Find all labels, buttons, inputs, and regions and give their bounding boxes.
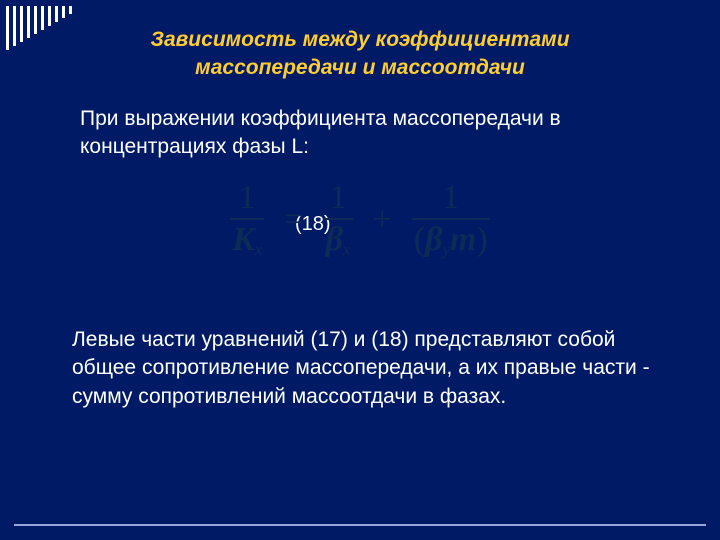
- equation: 1 Kx = 1 βx + 1 (βym): [224, 178, 496, 261]
- eq-lhs: 1 Kx: [224, 178, 270, 261]
- eq-lhs-den-var: K: [232, 221, 255, 258]
- eq-t2-num: 1: [442, 179, 459, 216]
- eq-t2-den-m: m: [450, 221, 476, 258]
- eq-term2: 1 (βym): [406, 178, 496, 261]
- eq-lhs-den-sub: x: [255, 240, 263, 259]
- title-line-2: массопередачи и массоотдачи: [195, 56, 525, 79]
- eq-t2-open: (: [414, 221, 425, 258]
- eq-t2-den-sub: y: [443, 240, 451, 259]
- eq-t1-den-var: β: [326, 221, 343, 258]
- eq-t1-num: 1: [330, 179, 347, 216]
- eq-lhs-num: 1: [239, 179, 256, 216]
- title-line-1: Зависимость между коэффициентами: [150, 28, 569, 51]
- eq-t1-den-sub: x: [343, 240, 351, 259]
- intro-text: При выражении коэффициента массопередачи…: [80, 105, 650, 162]
- eq-term1: 1 βx: [318, 178, 359, 261]
- eq-plus: +: [359, 201, 406, 239]
- slide-title: Зависимость между коэффициентами массопе…: [0, 26, 720, 83]
- eq-t2-close: ): [477, 221, 488, 258]
- eq-equals: =: [270, 201, 317, 239]
- equation-block: 1 Kx = 1 βx + 1 (βym): [0, 178, 720, 261]
- footer-divider: [14, 524, 706, 526]
- conclusion-text: Левые части уравнений (17) и (18) предст…: [72, 326, 657, 411]
- eq-t2-den-var: β: [425, 221, 442, 258]
